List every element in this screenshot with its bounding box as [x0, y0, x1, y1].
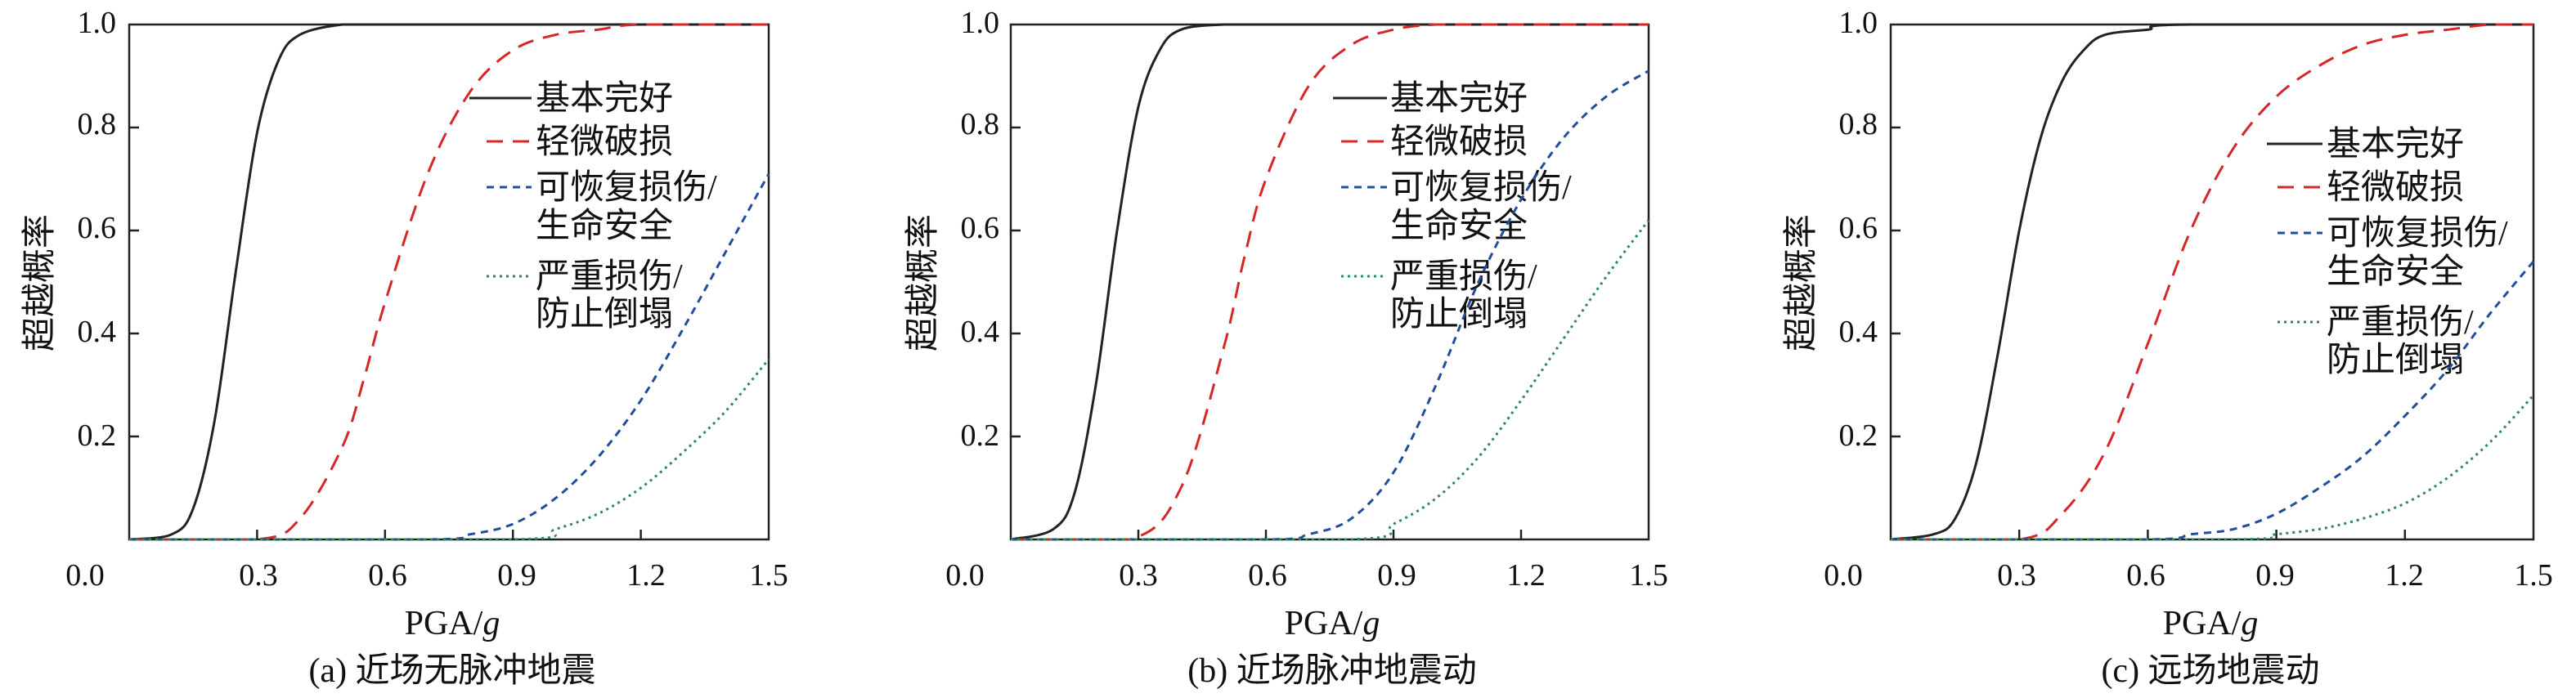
x-tick-label: 1.5 — [749, 558, 788, 593]
y-tick-label: 0.8 — [961, 107, 1000, 141]
x-tick-label: 0.0 — [1824, 558, 1863, 593]
series-line-collapse-prevention — [1891, 394, 2535, 541]
legend-entry: 基本完好 — [2327, 125, 2464, 163]
legend-entry: 防止倒塌 — [536, 296, 673, 333]
x-tick-label: 0.9 — [1377, 558, 1416, 593]
y-tick-label: 0.8 — [78, 107, 117, 141]
y-tick-label: 0.4 — [1839, 315, 1878, 349]
legend: 基本完好 轻微破损 可恢复损伤/ 生命安全 严重损伤/ 防止倒塌 — [2267, 125, 2508, 379]
x-axis-label-main: PGA/ — [1285, 605, 1363, 642]
y-tick-label: 0.4 — [78, 315, 117, 349]
x-tick-label: 0.6 — [368, 558, 407, 593]
chart-panel-b: 超越概率 0.2 0.4 0.6 0.8 1.0 0.0 0.3 0.6 0.9… — [904, 6, 1668, 690]
legend-entry: 基本完好 — [536, 79, 673, 118]
legend-entry: 生命安全 — [2327, 253, 2464, 291]
series-line-slight-damage — [1891, 23, 2533, 541]
chart-panel-c: 超越概率 0.2 0.4 0.6 0.8 1.0 0.0 0.3 0.6 0.9… — [1782, 6, 2553, 690]
legend-entry: 生命安全 — [536, 207, 673, 245]
legend-entry: 防止倒塌 — [2327, 342, 2464, 379]
x-tick-labels: 0.0 0.3 0.6 0.9 1.2 1.5 — [1824, 558, 2553, 593]
x-tick-labels: 0.0 0.3 0.6 0.9 1.2 1.5 — [945, 558, 1668, 593]
y-tick-label: 1.0 — [78, 6, 117, 40]
chart-panel-a: 超越概率 0.2 0.4 0.6 0.8 1.0 0.0 0.3 0.6 0.9… — [20, 6, 788, 690]
x-axis-label-unit: g — [482, 605, 500, 642]
y-tick-label: 1.0 — [961, 6, 1000, 40]
legend-entry: 基本完好 — [1390, 79, 1528, 118]
y-tick-label: 0.6 — [78, 211, 117, 245]
series-line-slight-damage — [1011, 23, 1649, 541]
series-line-intact — [128, 23, 769, 541]
legend-entry: 生命安全 — [1390, 207, 1528, 245]
x-tick-label: 1.5 — [2514, 558, 2553, 593]
panel-caption: (c) 远场地震动 — [2101, 652, 2319, 690]
y-tick-label: 0.2 — [78, 418, 117, 453]
x-axis-label-main: PGA/ — [2163, 605, 2242, 642]
y-tick-labels: 0.2 0.4 0.6 0.8 1.0 — [1839, 6, 1878, 453]
legend-entry: 严重损伤/ — [1390, 258, 1537, 296]
y-tick-label: 1.0 — [1839, 6, 1878, 40]
x-axis-label: PGA/g — [405, 605, 500, 642]
series-line-intact — [1010, 23, 1649, 541]
x-axis-label-unit: g — [2241, 605, 2258, 642]
legend-entry: 轻微破损 — [1390, 123, 1528, 161]
y-axis-label: 超越概率 — [1782, 214, 1820, 351]
y-tick-label: 0.2 — [961, 418, 1000, 453]
y-axis-label: 超越概率 — [904, 214, 942, 351]
legend: 基本完好 轻微破损 可恢复损伤/ 生命安全 严重损伤/ 防止倒塌 — [1333, 79, 1572, 333]
legend-entry: 严重损伤/ — [2327, 304, 2474, 342]
x-axis-label: PGA/g — [1285, 605, 1380, 642]
x-tick-labels: 0.0 0.3 0.6 0.9 1.2 1.5 — [65, 558, 788, 593]
y-tick-label: 0.6 — [1839, 211, 1878, 245]
legend-entry: 轻微破损 — [536, 123, 673, 161]
series-line-collapse-prevention — [1011, 219, 1650, 541]
x-axis-label: PGA/g — [2163, 605, 2259, 642]
series-line-collapse-prevention — [129, 358, 770, 541]
x-axis-label-unit: g — [1362, 605, 1380, 642]
y-tick-labels: 0.2 0.4 0.6 0.8 1.0 — [78, 6, 117, 453]
legend: 基本完好 轻微破损 可恢复损伤/ 生命安全 严重损伤/ 防止倒塌 — [469, 79, 717, 333]
x-tick-label: 0.0 — [65, 558, 105, 593]
x-tick-label: 0.0 — [945, 558, 985, 593]
x-tick-label: 0.3 — [1997, 558, 2036, 593]
legend-entry: 可恢复损伤/ — [1390, 169, 1572, 207]
x-tick-label: 0.3 — [1119, 558, 1158, 593]
panel-caption: (b) 近场脉冲地震动 — [1187, 652, 1476, 690]
legend-entry: 可恢复损伤/ — [536, 169, 717, 207]
x-tick-label: 1.2 — [2385, 558, 2424, 593]
legend-entry: 严重损伤/ — [536, 258, 683, 296]
panel-caption: (a) 近场无脉冲地震 — [308, 652, 595, 690]
x-axis-label-main: PGA/ — [405, 605, 483, 642]
y-axis-label: 超越概率 — [20, 214, 59, 351]
x-tick-label: 0.9 — [2255, 558, 2295, 593]
x-tick-label: 0.6 — [2126, 558, 2165, 593]
series-line-slight-damage — [129, 23, 769, 541]
legend-entry: 可恢复损伤/ — [2327, 215, 2508, 253]
x-tick-label: 0.9 — [497, 558, 536, 593]
series-line-intact — [1890, 23, 2533, 541]
y-tick-labels: 0.2 0.4 0.6 0.8 1.0 — [961, 6, 1000, 453]
y-tick-label: 0.2 — [1839, 418, 1878, 453]
x-tick-label: 0.3 — [239, 558, 278, 593]
x-tick-label: 0.6 — [1248, 558, 1287, 593]
series-line-life-safety — [129, 172, 770, 541]
series-line-life-safety — [1891, 260, 2535, 541]
x-tick-label: 1.5 — [1629, 558, 1668, 593]
y-tick-label: 0.6 — [961, 211, 1000, 245]
x-tick-label: 1.2 — [626, 558, 666, 593]
plot-frame — [1009, 23, 1650, 541]
x-tick-label: 1.2 — [1506, 558, 1546, 593]
legend-entry: 轻微破损 — [2327, 169, 2464, 207]
y-tick-label: 0.4 — [961, 315, 1000, 349]
y-tick-label: 0.8 — [1839, 107, 1878, 141]
